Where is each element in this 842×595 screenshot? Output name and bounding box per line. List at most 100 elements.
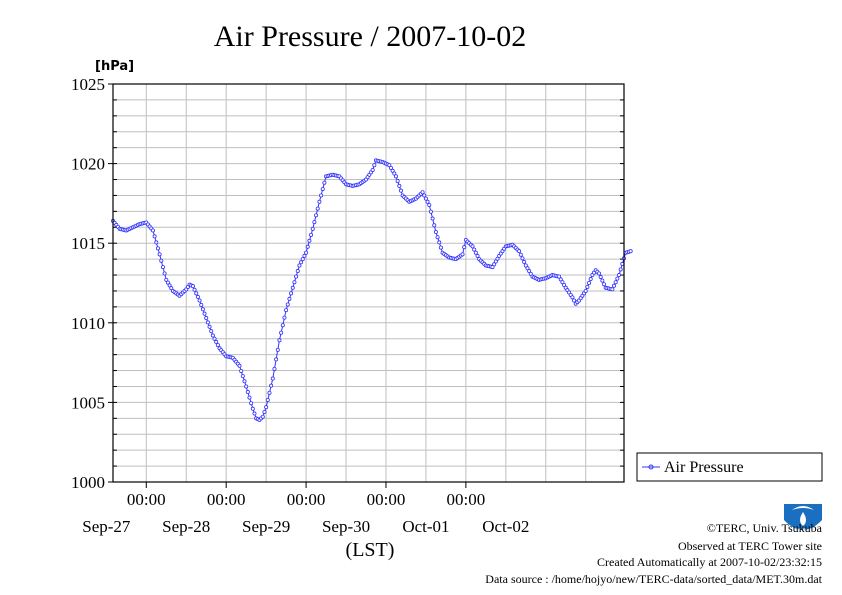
data-point <box>287 296 292 301</box>
x-tick-time-label: 00:00 <box>127 490 166 509</box>
data-point <box>159 258 164 263</box>
data-point <box>247 395 252 400</box>
data-point <box>214 339 219 344</box>
legend-box <box>636 452 823 482</box>
data-point <box>475 253 480 258</box>
data-point <box>398 188 403 193</box>
grid-lines <box>113 84 624 482</box>
data-point <box>215 343 220 348</box>
data-point <box>315 206 320 211</box>
data-point <box>274 357 279 362</box>
y-tick-label: 1010 <box>71 314 105 333</box>
data-point <box>290 285 295 290</box>
data-point <box>460 252 465 257</box>
data-point <box>169 286 174 291</box>
terc-logo: TERC <box>784 504 822 535</box>
data-point <box>279 330 284 335</box>
data-point <box>320 187 325 192</box>
data-point <box>200 307 205 312</box>
data-point <box>602 282 607 287</box>
y-tick-label: 1005 <box>71 393 105 412</box>
data-point <box>237 363 242 368</box>
data-point <box>154 240 159 245</box>
copyright-text: ©TERC, Univ. Tsukuba <box>707 521 823 535</box>
data-point <box>438 245 443 250</box>
data-point <box>150 228 155 233</box>
data-point <box>598 275 603 280</box>
data-point <box>210 333 215 338</box>
data-point <box>372 163 377 168</box>
data-point <box>295 269 300 274</box>
observed-site-text: Observed at TERC Tower site <box>678 539 822 553</box>
data-point <box>280 323 285 328</box>
data-point <box>370 167 375 172</box>
data-point <box>527 269 532 274</box>
x-tick-date-label: Sep-27 <box>82 517 131 536</box>
data-point <box>558 277 563 282</box>
data-point <box>199 302 204 307</box>
data-point <box>420 190 425 195</box>
data-point <box>617 273 622 278</box>
data-point <box>300 257 305 262</box>
data-point <box>425 199 430 204</box>
data-point <box>615 276 620 281</box>
data-point <box>528 271 533 276</box>
series-air-pressure <box>111 158 633 422</box>
data-point <box>240 374 245 379</box>
x-tick-date-label: Sep-28 <box>162 517 210 536</box>
data-point <box>517 249 522 254</box>
data-point <box>388 165 393 170</box>
data-point <box>269 383 274 388</box>
x-tick-time-label: 00:00 <box>287 490 326 509</box>
data-point <box>319 193 324 198</box>
series-line <box>112 159 631 421</box>
data-point <box>272 366 277 371</box>
data-point <box>207 324 212 329</box>
x-axis-label: (LST) <box>346 539 395 561</box>
data-point <box>518 252 523 257</box>
data-point <box>557 274 562 279</box>
data-point <box>167 283 172 288</box>
created-timestamp-text: Created Automatically at 2007-10-02/23:3… <box>597 555 822 569</box>
data-point <box>302 253 307 258</box>
data-point <box>239 368 244 373</box>
data-point <box>307 238 312 243</box>
data-point <box>422 193 427 198</box>
data-point <box>587 280 592 285</box>
data-point <box>162 271 167 276</box>
data-point <box>312 220 317 225</box>
y-axis-unit-label: [hPa] <box>95 59 134 74</box>
y-tick-label: 1015 <box>71 234 105 253</box>
data-point <box>277 338 282 343</box>
data-point <box>314 213 319 218</box>
data-point <box>250 406 255 411</box>
data-point <box>202 311 207 316</box>
data-point <box>393 174 398 179</box>
data-point <box>209 329 214 334</box>
data-point <box>155 246 160 251</box>
data-point <box>204 316 209 321</box>
data-point <box>322 180 327 185</box>
x-tick-date-label: Sep-29 <box>242 517 290 536</box>
data-point <box>612 283 617 288</box>
x-tick-labels: 00:00 00:00 00:00 00:00 00:00 Sep-27 Sep-28 Sep… <box>82 482 529 536</box>
data-point <box>317 199 322 204</box>
data-point <box>427 202 432 207</box>
data-point <box>292 280 297 285</box>
data-point <box>618 267 623 272</box>
data-point <box>435 235 440 240</box>
data-point <box>628 249 633 254</box>
data-point <box>613 280 618 285</box>
data-point <box>423 196 428 201</box>
data-point <box>597 271 602 276</box>
x-tick-time-label: 00:00 <box>447 490 486 509</box>
legend-label-air-pressure: Air Pressure <box>664 459 744 476</box>
x-tick-time-label: 00:00 <box>367 490 406 509</box>
data-point <box>285 302 290 307</box>
data-point <box>194 291 199 296</box>
data-point <box>249 401 254 406</box>
data-point <box>495 256 500 261</box>
data-point <box>297 263 302 268</box>
data-point <box>165 280 170 285</box>
data-point <box>245 390 250 395</box>
